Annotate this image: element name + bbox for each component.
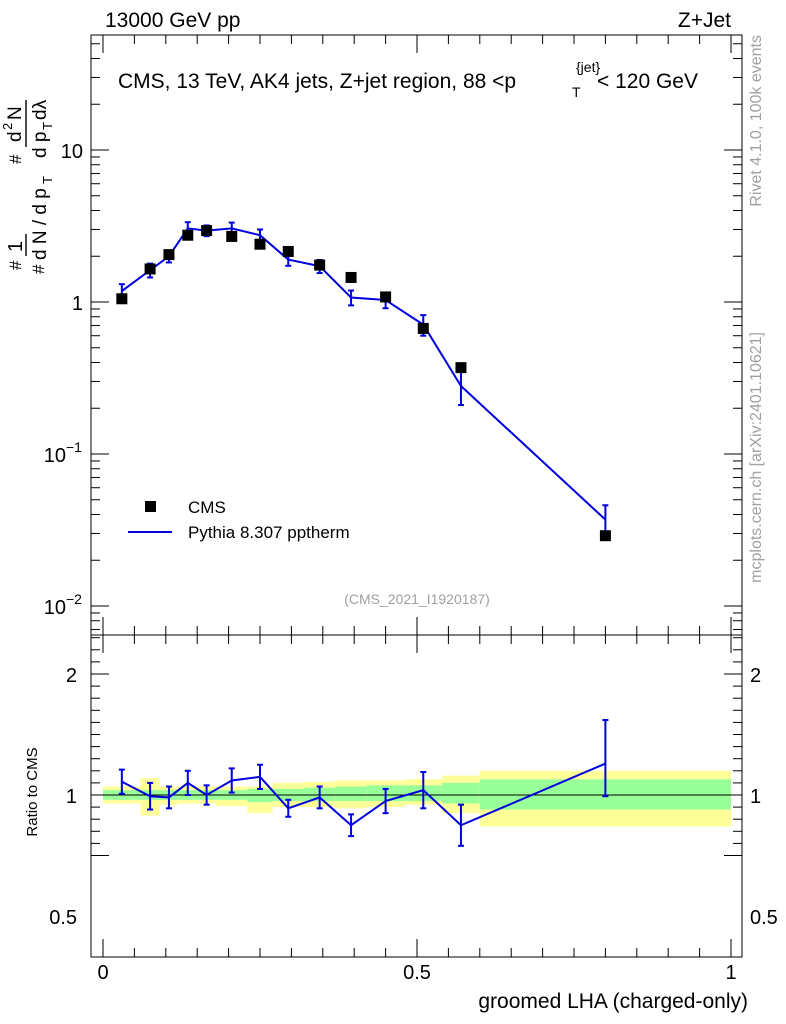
pythia-line [121, 227, 607, 521]
ratio-ytick-2: 2 [66, 665, 77, 687]
legend-label-cms: CMS [188, 498, 226, 517]
ytick-label-10: 10 [61, 141, 83, 163]
main-axis-ticks [91, 35, 742, 635]
rivet-label: Rivet 4.1.0, 100k events [748, 35, 765, 207]
ytick-label-0p01-exp: −2 [66, 591, 82, 607]
svg-text:d p: d p [30, 132, 51, 158]
chart-title: CMS, 13 TeV, AK4 jets, Z+jet region, 88 … [118, 70, 516, 93]
xlabel: groomed LHA (charged-only) [478, 990, 748, 1013]
legend: CMS Pythia 8.307 pptherm [128, 498, 350, 542]
inner-band-bin [442, 782, 480, 804]
chart-title-sub: T [572, 84, 581, 100]
chart-title-suffix: < 120 GeV [597, 70, 698, 93]
ytick-label-0p1: 10 [44, 445, 66, 467]
svg-text:d N / d p: d N / d p [30, 188, 51, 260]
ytick-label-0p1-exp: −1 [66, 439, 82, 455]
xtick-0p5: 0.5 [403, 962, 431, 984]
svg-text:#: # [6, 154, 25, 164]
ratio-ytick-right-1: 1 [750, 786, 761, 808]
svg-text:#: # [6, 260, 25, 270]
svg-text:d: d [5, 131, 26, 142]
mcplots-label: mcplots.cern.ch [arXiv:2401.10621] [748, 332, 765, 583]
cms-data-point [144, 263, 156, 275]
cms-data-point [163, 249, 175, 261]
ratio-ytick-right-2: 2 [750, 665, 761, 687]
ratio-uncertainty-bands [103, 770, 731, 827]
cms-data-point [455, 362, 467, 374]
ytick-label-1: 1 [72, 293, 83, 315]
inner-band-bin [335, 786, 367, 802]
chart-title-sup: {jet} [576, 59, 600, 75]
ratio-ytick-0p5: 0.5 [49, 907, 77, 929]
ratio-plot-marks [118, 718, 609, 847]
legend-marker-cms [145, 501, 156, 512]
main-plot-marks [116, 221, 611, 542]
cms-data-point [254, 238, 266, 250]
svg-text:#: # [29, 264, 48, 274]
cms-data-point [116, 293, 128, 305]
cms-data-point [345, 271, 357, 283]
analysis-watermark: (CMS_2021_I1920187) [344, 591, 490, 607]
ratio-ytick-right-0p5: 0.5 [750, 907, 778, 929]
cms-data-point [380, 291, 392, 303]
svg-text:2: 2 [0, 123, 15, 130]
xtick-1: 1 [725, 962, 736, 984]
ratio-axis-ticks [91, 635, 742, 957]
cms-data-point [282, 245, 294, 257]
ratio-ytick-1: 1 [66, 786, 77, 808]
legend-label-pythia: Pythia 8.307 pptherm [188, 523, 350, 542]
header-right: Z+Jet [678, 9, 731, 32]
main-ytick-labels: 10 1 10 −1 10 −2 [44, 141, 83, 619]
main-ylabel: # 1 # d N / d p T # d p T d 2 N dλ [0, 99, 55, 274]
ratio-ylabel: Ratio to CMS [24, 747, 41, 836]
xtick-0: 0 [97, 962, 108, 984]
cms-data-point [599, 530, 611, 542]
ratio-ytick-labels-left: 2 1 0.5 [49, 665, 77, 929]
svg-text:N: N [5, 106, 26, 120]
cms-data-point [182, 229, 194, 241]
svg-text:T: T [40, 176, 55, 184]
inner-band-bin [247, 788, 273, 803]
header-left: 13000 GeV pp [105, 9, 240, 32]
ratio-ytick-labels-right: 2 1 0.5 [750, 665, 778, 929]
cms-data-point [314, 259, 326, 271]
main-frame [90, 34, 743, 636]
cms-data-point [201, 225, 213, 237]
ytick-label-0p01: 10 [44, 597, 66, 619]
xtick-labels: 0 0.5 1 [97, 962, 736, 984]
svg-text:dλ: dλ [30, 99, 51, 120]
ratio-line [121, 762, 606, 827]
cms-data-point [417, 322, 429, 334]
svg-text:T: T [40, 122, 55, 130]
cms-data-point [226, 230, 238, 242]
svg-text:1: 1 [5, 241, 27, 252]
